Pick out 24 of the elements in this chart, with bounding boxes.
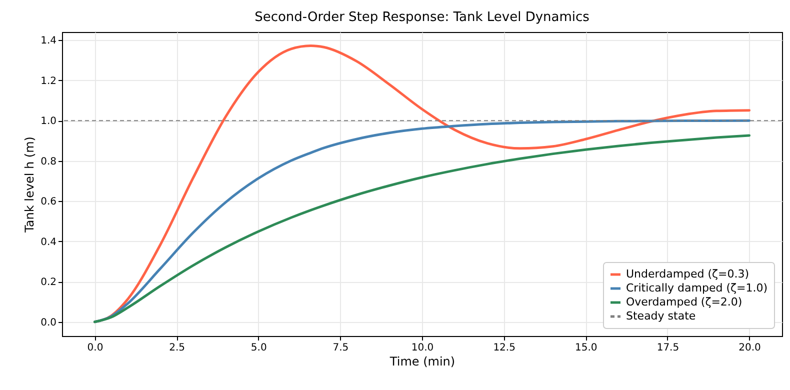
legend-label: Underdamped (ζ=0.3) xyxy=(626,268,750,280)
x-tick-label: 15.0 xyxy=(575,342,598,354)
legend-label: Overdamped (ζ=2.0) xyxy=(626,296,742,308)
x-tick-label: 20.0 xyxy=(738,342,761,354)
x-tick-label: 17.5 xyxy=(656,342,680,354)
x-axis-title: Time (min) xyxy=(388,354,456,368)
x-tick-label: 10.0 xyxy=(411,342,434,354)
y-tick-label: 1.4 xyxy=(40,36,56,47)
y-tick-label: 0.4 xyxy=(40,236,56,248)
x-tick-label: 0.0 xyxy=(87,342,104,354)
x-tick-label: 5.0 xyxy=(250,342,267,354)
legend-label: Steady state xyxy=(626,310,696,322)
legend-label: Critically damped (ζ=1.0) xyxy=(626,282,768,294)
y-tick-label: 1.0 xyxy=(40,116,56,128)
chart-title: Second-Order Step Response: Tank Level Dynamics xyxy=(254,10,590,25)
x-tick-label: 12.5 xyxy=(493,342,516,354)
y-tick-label: 1.2 xyxy=(40,76,56,87)
y-tick-label: 0.6 xyxy=(40,196,56,208)
y-tick-label: 0.2 xyxy=(40,277,56,288)
x-tick-label: 7.5 xyxy=(332,342,349,354)
y-tick-label: 0.0 xyxy=(40,317,56,328)
x-tick-label: 2.5 xyxy=(169,342,185,354)
y-tick-label: 0.8 xyxy=(40,156,56,168)
y-axis-title: Tank level h (m) xyxy=(22,136,37,234)
